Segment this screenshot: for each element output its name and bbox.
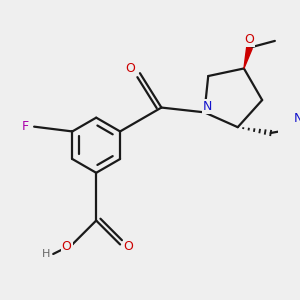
Text: O: O bbox=[244, 33, 254, 46]
Text: N: N bbox=[203, 100, 212, 112]
Text: H: H bbox=[42, 249, 50, 259]
Text: O: O bbox=[124, 240, 134, 253]
Polygon shape bbox=[244, 47, 252, 68]
Text: O: O bbox=[125, 62, 135, 75]
Text: N: N bbox=[294, 112, 300, 125]
Text: O: O bbox=[62, 240, 71, 253]
Text: F: F bbox=[22, 120, 29, 133]
